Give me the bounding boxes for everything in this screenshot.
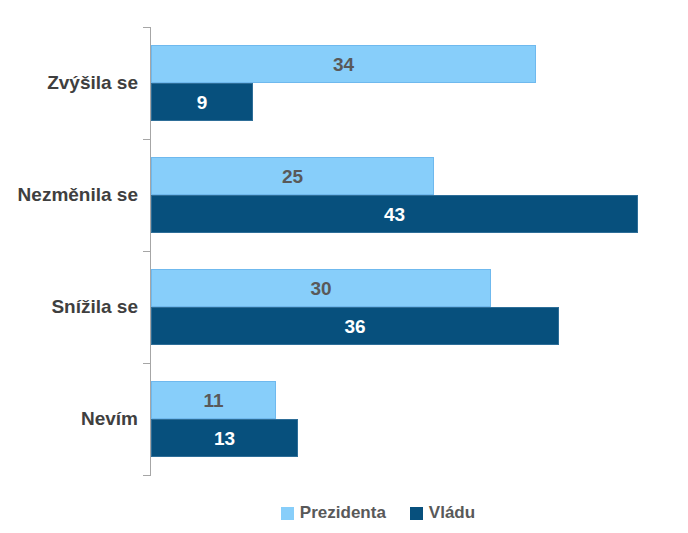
bar-value-label: 34 (333, 55, 354, 74)
category-label: Nezměnila se (0, 184, 138, 206)
bar-prezidenta: 30 (151, 269, 491, 307)
bar-value-label: 43 (384, 205, 405, 224)
bar-prezidenta: 34 (151, 45, 536, 83)
legend-item-vladu: Vládu (410, 503, 475, 523)
bar-prezidenta: 11 (151, 381, 276, 419)
bar-value-label: 11 (203, 391, 223, 410)
bar-value-label: 25 (282, 167, 303, 186)
legend-label-vladu: Vládu (429, 503, 475, 523)
bar-value-label: 9 (197, 93, 208, 112)
y-axis-tick (143, 475, 151, 476)
legend-swatch-prezidenta (281, 507, 294, 520)
bar-prezidenta: 25 (151, 157, 434, 195)
bar-value-label: 13 (214, 429, 235, 448)
plot-area: Zvýšila se 34 9 Nezměnila se 25 43 Snížila se 3… (0, 0, 688, 533)
bar-value-label: 30 (310, 279, 331, 298)
bar-vladu: 43 (151, 195, 638, 233)
y-axis-tick (143, 27, 151, 28)
legend: Prezidenta Vládu (68, 503, 688, 523)
bar-vladu: 9 (151, 83, 253, 121)
bar-value-label: 36 (344, 317, 365, 336)
bar-chart: Zvýšila se 34 9 Nezměnila se 25 43 Snížila se 3… (0, 0, 688, 533)
legend-swatch-vladu (410, 507, 423, 520)
bar-vladu: 13 (151, 419, 298, 457)
y-axis-tick (143, 363, 151, 364)
y-axis-tick (143, 139, 151, 140)
category-label: Nevím (0, 408, 138, 430)
bar-vladu: 36 (151, 307, 559, 345)
y-axis-tick (143, 251, 151, 252)
category-label: Snížila se (0, 296, 138, 318)
legend-label-prezidenta: Prezidenta (300, 503, 386, 523)
category-label: Zvýšila se (0, 72, 138, 94)
legend-item-prezidenta: Prezidenta (281, 503, 386, 523)
